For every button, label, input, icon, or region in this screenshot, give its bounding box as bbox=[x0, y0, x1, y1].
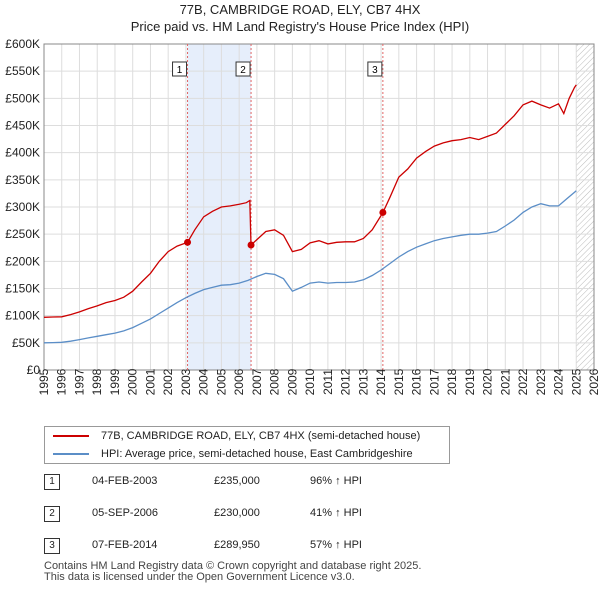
y-tick-label: £200K bbox=[5, 254, 40, 268]
y-tick-label: £350K bbox=[5, 173, 40, 187]
x-tick-label: 2017 bbox=[427, 368, 441, 395]
transaction-hpi: 41% ↑ HPI bbox=[310, 507, 362, 519]
x-tick-label: 2016 bbox=[410, 368, 424, 395]
x-tick-label: 2000 bbox=[126, 368, 140, 395]
transaction-date: 05-SEP-2006 bbox=[92, 507, 159, 519]
x-tick-label: 2010 bbox=[303, 368, 317, 395]
chart-subtitle: Price paid vs. HM Land Registry's House … bbox=[131, 19, 469, 34]
sale-point bbox=[184, 238, 192, 246]
table-row: 1 04-FEB-2003 £235,000 96% ↑ HPI bbox=[0, 470, 600, 492]
x-tick-label: 2006 bbox=[232, 368, 246, 395]
x-tick-label: 2009 bbox=[285, 368, 299, 395]
y-tick-label: £300K bbox=[5, 200, 40, 214]
sale-point bbox=[247, 241, 255, 249]
legend-label-property: 77B, CAMBRIDGE ROAD, ELY, CB7 4HX (semi-… bbox=[101, 430, 421, 442]
x-tick-label: 2004 bbox=[197, 368, 211, 395]
x-tick-label: 1996 bbox=[55, 368, 69, 395]
x-tick-label: 2015 bbox=[392, 368, 406, 395]
transaction-date: 07-FEB-2014 bbox=[92, 539, 158, 551]
y-tick-label: £600K bbox=[5, 37, 40, 51]
x-tick-label: 2001 bbox=[143, 368, 157, 395]
x-tick-label: 2002 bbox=[161, 368, 175, 395]
legend-swatch-blue bbox=[53, 453, 89, 455]
transaction-date: 04-FEB-2003 bbox=[92, 475, 158, 487]
y-tick-label: £500K bbox=[5, 91, 40, 105]
y-tick-label: £150K bbox=[5, 282, 40, 296]
x-tick-label: 2024 bbox=[552, 368, 566, 395]
transaction-number: 1 bbox=[44, 474, 60, 490]
marker-box bbox=[172, 61, 188, 77]
x-tick-label: 2019 bbox=[463, 368, 477, 395]
series-line bbox=[43, 190, 577, 344]
legend-swatch-red bbox=[53, 435, 89, 437]
legend: 77B, CAMBRIDGE ROAD, ELY, CB7 4HX (semi-… bbox=[44, 426, 450, 464]
marker-label: 3 bbox=[372, 65, 378, 76]
x-tick-label: 2012 bbox=[339, 368, 353, 395]
table-row: 2 05-SEP-2006 £230,000 41% ↑ HPI bbox=[0, 502, 600, 524]
marker-label: 1 bbox=[177, 65, 183, 76]
y-tick-label: £100K bbox=[5, 309, 40, 323]
footer: Contains HM Land Registry data © Crown c… bbox=[44, 561, 421, 583]
series-line bbox=[43, 84, 577, 318]
transaction-price: £235,000 bbox=[214, 475, 260, 487]
transaction-hpi: 96% ↑ HPI bbox=[310, 475, 362, 487]
transaction-price: £230,000 bbox=[214, 507, 260, 519]
price-chart: 77B, CAMBRIDGE ROAD, ELY, CB7 4HX Price … bbox=[5, 2, 600, 395]
y-tick-label: £0 bbox=[27, 363, 41, 377]
y-tick-label: £50K bbox=[12, 336, 40, 350]
x-tick-label: 2023 bbox=[534, 368, 548, 395]
x-tick-label: 2005 bbox=[214, 368, 228, 395]
transaction-hpi: 57% ↑ HPI bbox=[310, 539, 362, 551]
x-tick-label: 2008 bbox=[268, 368, 282, 395]
legend-label-hpi: HPI: Average price, semi-detached house,… bbox=[101, 448, 413, 460]
transaction-price: £289,950 bbox=[214, 539, 260, 551]
x-tick-label: 1997 bbox=[72, 368, 86, 395]
footer-copyright: Contains HM Land Registry data © Crown c… bbox=[44, 560, 422, 572]
y-tick-label: £450K bbox=[5, 119, 40, 133]
transaction-number: 3 bbox=[44, 538, 60, 554]
legend-item-hpi: HPI: Average price, semi-detached house,… bbox=[45, 445, 413, 463]
marker-box bbox=[367, 61, 383, 77]
x-tick-label: 2022 bbox=[516, 368, 530, 395]
plot-area: £0 £50K £100K £150K £200K £250K £300K £350K £400… bbox=[5, 37, 600, 395]
x-tick-label: 2014 bbox=[374, 368, 388, 395]
y-tick-label: £550K bbox=[5, 64, 40, 78]
x-tick-label: 1998 bbox=[90, 368, 104, 395]
x-tick-label: 2026 bbox=[587, 368, 600, 395]
x-tick-label: 2011 bbox=[321, 369, 335, 395]
x-tick-label: 2018 bbox=[445, 368, 459, 395]
x-tick-label: 2013 bbox=[356, 368, 370, 395]
x-tick-label: 2003 bbox=[179, 368, 193, 395]
footer-licence: This data is licensed under the Open Gov… bbox=[44, 571, 355, 583]
chart-title: 77B, CAMBRIDGE ROAD, ELY, CB7 4HX bbox=[180, 2, 421, 17]
x-tick-label: 2007 bbox=[250, 368, 264, 395]
marker-box bbox=[235, 61, 251, 77]
plot-frame bbox=[43, 43, 595, 371]
x-tick-label: 2020 bbox=[481, 368, 495, 395]
x-tick-label: 1999 bbox=[108, 368, 122, 395]
transaction-number: 2 bbox=[44, 506, 60, 522]
x-tick-label: 2021 bbox=[498, 368, 512, 395]
legend-item-property: 77B, CAMBRIDGE ROAD, ELY, CB7 4HX (semi-… bbox=[45, 427, 420, 445]
x-tick-label: 2025 bbox=[569, 368, 583, 395]
y-tick-label: £250K bbox=[5, 227, 40, 241]
table-row: 3 07-FEB-2014 £289,950 57% ↑ HPI bbox=[0, 534, 600, 556]
x-tick-label: 1995 bbox=[37, 368, 51, 395]
y-tick-label: £400K bbox=[5, 146, 40, 160]
marker-label: 2 bbox=[240, 65, 246, 76]
sale-point bbox=[379, 208, 387, 216]
